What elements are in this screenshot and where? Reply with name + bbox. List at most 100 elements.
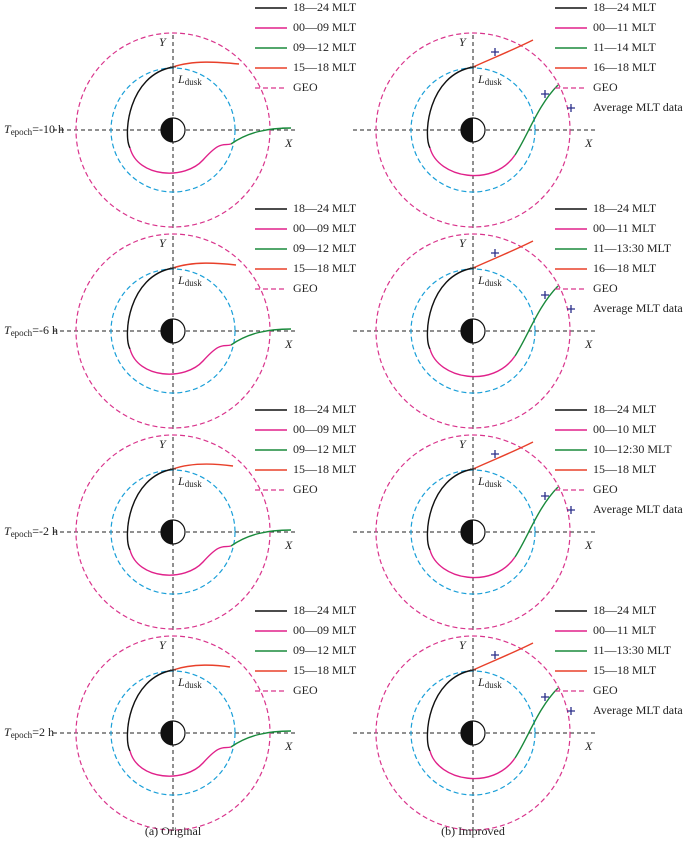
dusk-symbol: L	[477, 474, 485, 488]
legend-label: 15—18 MLT	[593, 462, 657, 476]
y-axis-label: Y	[159, 35, 167, 49]
row-label: Tepoch=2 h	[4, 725, 54, 740]
trajectory-dawn	[429, 147, 516, 177]
trajectory-dusk	[172, 61, 240, 68]
dusk-subscript: dusk	[485, 278, 503, 288]
legend-label: 18—24 MLT	[293, 402, 357, 416]
trajectory-dawn	[429, 750, 516, 780]
trajectory-noon	[230, 127, 292, 145]
row-subscript: epoch	[11, 328, 33, 338]
row-value: =-10 h	[32, 122, 64, 136]
caption: (a) Original	[145, 824, 202, 838]
trajectory-dawn	[129, 746, 232, 777]
dusk-label: Ldusk	[477, 273, 502, 288]
average-mlt-marker	[491, 651, 499, 659]
trajectory-dusk	[472, 441, 534, 470]
legend-label: 18—24 MLT	[293, 0, 357, 14]
legend-label: 15—18 MLT	[593, 663, 657, 677]
legend-label: 15—18 MLT	[293, 462, 357, 476]
earth-night	[461, 721, 473, 745]
row-symbol: T	[4, 725, 12, 739]
trajectory-dusk	[172, 463, 234, 470]
legend-label: Average MLT data	[593, 100, 683, 114]
trajectory-noon	[230, 328, 292, 346]
legend-label: 00—11 MLT	[593, 20, 656, 34]
trajectory-noon	[514, 84, 559, 156]
geo-orbit	[375, 233, 571, 429]
legend-label: 16—18 MLT	[593, 261, 657, 275]
x-axis-label: X	[584, 538, 593, 552]
row-label: Tepoch=-6 h	[4, 323, 58, 338]
row-value: =2 h	[32, 725, 54, 739]
legend-label: 09—12 MLT	[293, 643, 357, 657]
dusk-symbol: L	[177, 474, 185, 488]
y-axis-label: Y	[459, 437, 467, 451]
average-mlt-marker	[567, 104, 575, 112]
earth-night	[161, 721, 173, 745]
dusk-subscript: dusk	[185, 77, 203, 87]
trajectory-18-24	[126, 267, 174, 350]
legend-label: 18—24 MLT	[593, 201, 657, 215]
geo-orbit	[375, 635, 571, 831]
dusk-point	[170, 64, 176, 70]
trajectory-18-24	[426, 66, 474, 149]
row-symbol: T	[4, 524, 12, 538]
dusk-subscript: dusk	[485, 77, 503, 87]
trajectory-dawn	[129, 143, 232, 174]
trajectory-dusk	[472, 39, 534, 68]
geo-orbit	[375, 434, 571, 630]
legend-label: 18—24 MLT	[593, 402, 657, 416]
average-mlt-marker	[491, 48, 499, 56]
legend-label: GEO	[593, 683, 618, 697]
row-subscript: epoch	[11, 529, 33, 539]
x-axis-label: X	[584, 739, 593, 753]
legend-label: GEO	[593, 80, 618, 94]
row-subscript: epoch	[11, 127, 33, 137]
y-axis-label: Y	[459, 638, 467, 652]
trajectory-noon	[230, 730, 292, 748]
average-mlt-marker	[541, 90, 549, 98]
y-axis-label: Y	[459, 35, 467, 49]
legend-label: GEO	[593, 482, 618, 496]
legend-label: 00—09 MLT	[293, 221, 357, 235]
row-value: =-6 h	[32, 323, 58, 337]
trajectory-noon	[230, 529, 292, 547]
geo-orbit	[375, 32, 571, 228]
dusk-symbol: L	[177, 273, 185, 287]
legend-label: 00—09 MLT	[293, 422, 357, 436]
trajectory-dusk	[172, 664, 231, 671]
trajectory-18-24	[426, 468, 474, 551]
legend-label: GEO	[293, 281, 318, 295]
dusk-symbol: L	[477, 273, 485, 287]
earth-night	[461, 319, 473, 343]
legend-label: 10—12:30 MLT	[593, 442, 672, 456]
trajectory-18-24	[426, 267, 474, 350]
dusk-label: Ldusk	[477, 474, 502, 489]
row-subscript: epoch	[11, 730, 33, 740]
legend-label: 11—14 MLT	[593, 40, 656, 54]
trajectory-18-24	[126, 66, 174, 149]
y-axis-label: Y	[159, 236, 167, 250]
legend-label: 16—18 MLT	[593, 60, 657, 74]
average-mlt-marker	[541, 291, 549, 299]
dusk-subscript: dusk	[485, 479, 503, 489]
legend-label: 09—12 MLT	[293, 442, 357, 456]
x-axis-label: X	[584, 136, 593, 150]
dusk-label: Ldusk	[177, 273, 202, 288]
dusk-label: Ldusk	[477, 675, 502, 690]
legend-label: 11—13:30 MLT	[593, 643, 672, 657]
dusk-symbol: L	[177, 675, 185, 689]
legend-label: GEO	[293, 482, 318, 496]
row-symbol: T	[4, 323, 12, 337]
legend-label: 15—18 MLT	[293, 663, 357, 677]
trajectory-dusk	[472, 642, 534, 671]
x-axis-label: X	[584, 337, 593, 351]
dusk-point	[170, 667, 176, 673]
caption: (b) Improved	[441, 824, 505, 838]
legend-label: 18—24 MLT	[293, 201, 357, 215]
dusk-subscript: dusk	[485, 680, 503, 690]
trajectory-dusk	[172, 262, 237, 269]
row-label: Tepoch=-2 h	[4, 524, 58, 539]
legend-label: 15—18 MLT	[293, 60, 357, 74]
